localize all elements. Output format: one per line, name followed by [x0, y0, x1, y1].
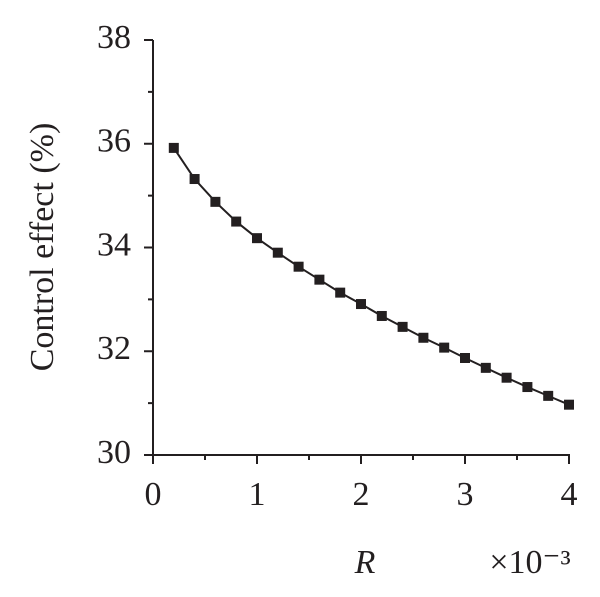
marker — [418, 332, 429, 343]
marker — [168, 142, 179, 153]
x-tick-label: 3 — [457, 476, 474, 513]
marker — [210, 196, 221, 207]
marker — [356, 299, 366, 310]
marker — [272, 247, 283, 258]
marker — [252, 233, 262, 244]
x-tick-label: 2 — [353, 476, 370, 513]
x-tick-label: 1 — [249, 476, 266, 513]
y-axis-label: Control effect (%) — [24, 123, 61, 372]
marker — [564, 399, 574, 410]
y-tick-label: 34 — [97, 226, 131, 263]
marker — [293, 261, 304, 272]
x-tick-label: 4 — [561, 476, 578, 513]
marker — [231, 216, 242, 227]
marker — [335, 287, 346, 298]
marker — [480, 362, 491, 373]
marker — [189, 174, 200, 185]
marker — [376, 310, 387, 321]
x-multiplier: ×10⁻³ — [489, 544, 570, 581]
marker — [397, 321, 408, 332]
y-tick-label: 38 — [97, 19, 131, 56]
marker — [460, 352, 470, 363]
x-axis-label: R — [354, 544, 376, 581]
y-tick-label: 30 — [97, 434, 131, 471]
marker — [314, 274, 325, 285]
marker — [501, 372, 512, 383]
marker — [522, 382, 533, 393]
marker — [543, 390, 554, 401]
line — [172, 147, 570, 406]
marker — [439, 342, 450, 353]
y-tick-label: 32 — [97, 330, 131, 367]
x-tick-label: 0 — [145, 476, 162, 513]
y-tick-label: 36 — [97, 123, 131, 160]
